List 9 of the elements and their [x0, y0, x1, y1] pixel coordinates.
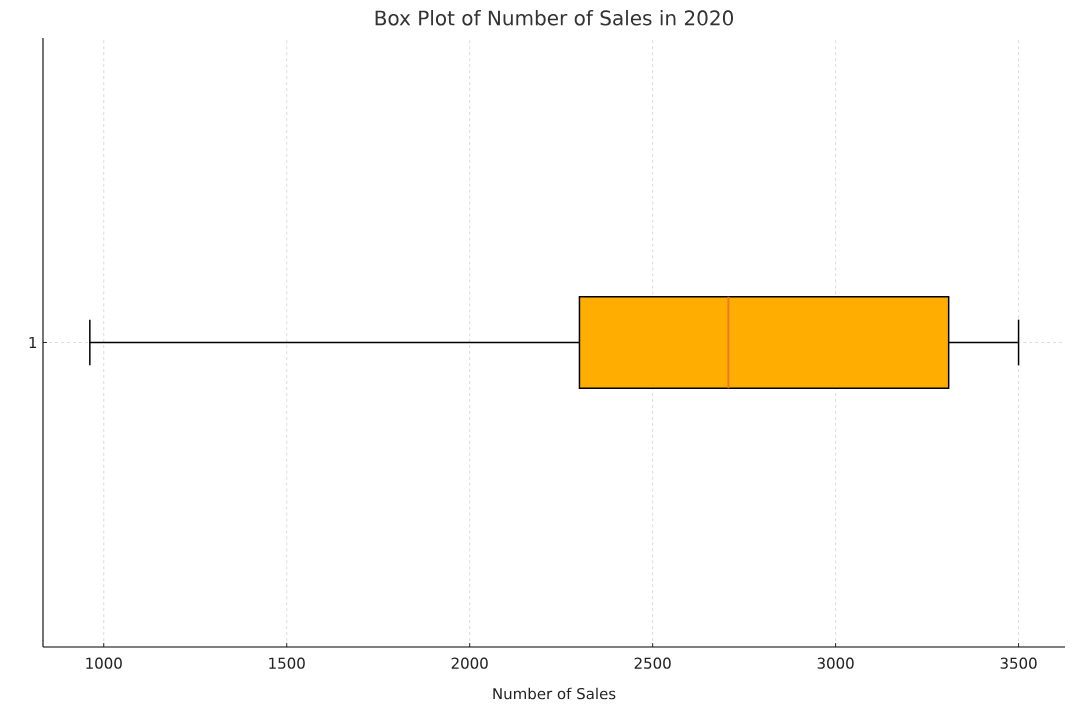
chart-title: Box Plot of Number of Sales in 2020 [375, 10, 734, 26]
x-tick-label: 1500 [269, 657, 305, 669]
x-tick-label: 2500 [634, 657, 671, 669]
y-tick-label: 1 [29, 337, 37, 348]
x-tick-label: 3000 [817, 657, 854, 669]
x-tick-label: 3500 [1000, 657, 1037, 669]
x-tick-label: 1000 [86, 657, 122, 669]
x-axis-title: Number of Sales [493, 687, 616, 700]
x-tick-label: 2000 [451, 657, 488, 669]
